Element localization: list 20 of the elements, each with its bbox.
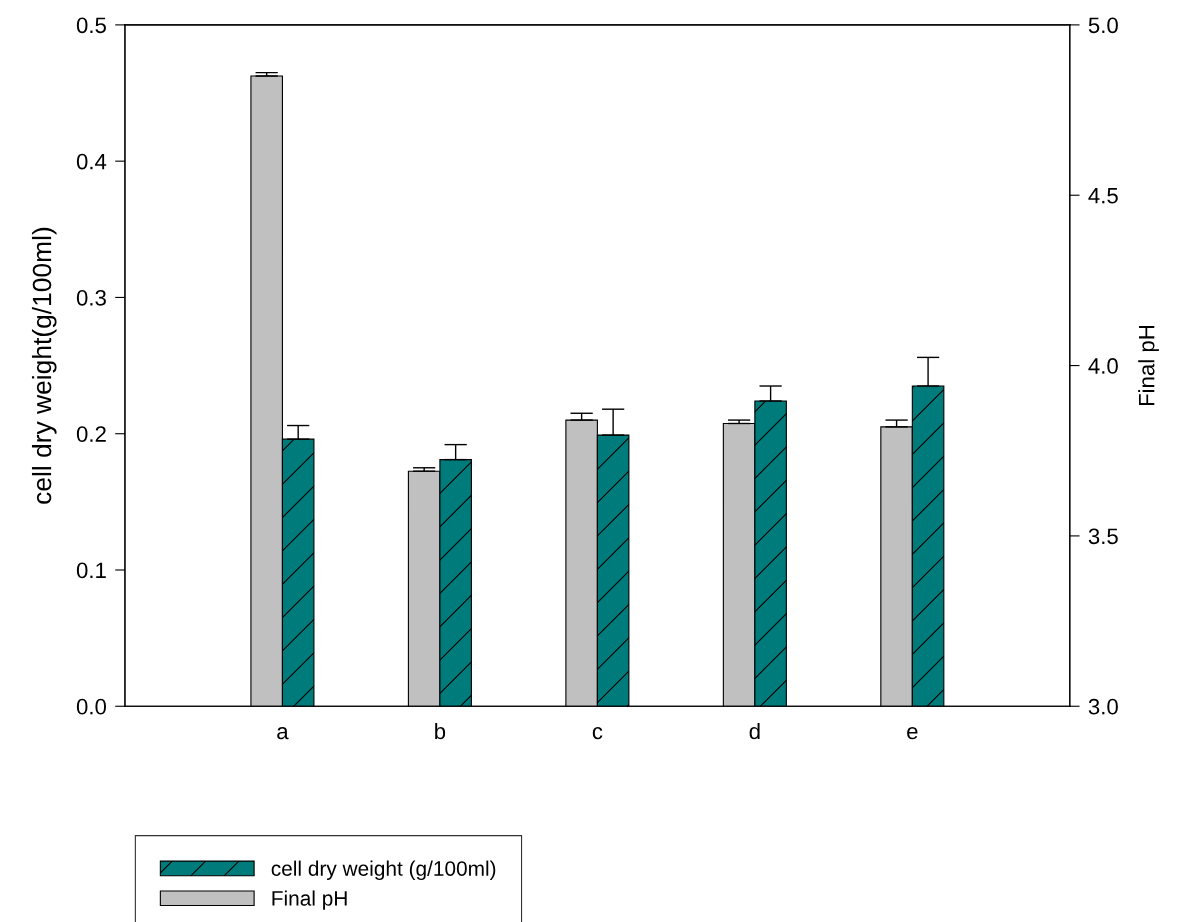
y-tick-label: 0.1 bbox=[76, 562, 106, 579]
y-tick-label: 0.0 bbox=[76, 698, 107, 715]
y-tick-label: 0.3 bbox=[76, 289, 106, 306]
x-tick-label: a bbox=[277, 727, 289, 740]
y-tick-label: 0.4 bbox=[76, 153, 107, 170]
y-tick-label: 0.5 bbox=[76, 17, 106, 34]
y2-tick-label: 3.5 bbox=[1088, 528, 1118, 545]
x-tick-label: d bbox=[749, 722, 760, 740]
y2-tick-label: 3.0 bbox=[1088, 698, 1118, 715]
x-tick-label: e bbox=[907, 727, 918, 740]
legend-label: cell dry weight (g/100ml) bbox=[271, 860, 496, 881]
y-axis-title: cell dry weight(g/100ml) bbox=[31, 227, 57, 504]
legend-label: Final pH bbox=[272, 890, 347, 910]
x-tick-label: c bbox=[592, 727, 603, 740]
y2-tick-label: 4.5 bbox=[1088, 188, 1118, 204]
y2-axis-title: Final pH bbox=[1138, 326, 1159, 406]
x-tick-label: b bbox=[435, 722, 446, 740]
y2-tick-label: 4.0 bbox=[1088, 358, 1118, 374]
y-tick-label: 0.2 bbox=[76, 426, 106, 442]
y2-tick-label: 5.0 bbox=[1088, 17, 1118, 34]
